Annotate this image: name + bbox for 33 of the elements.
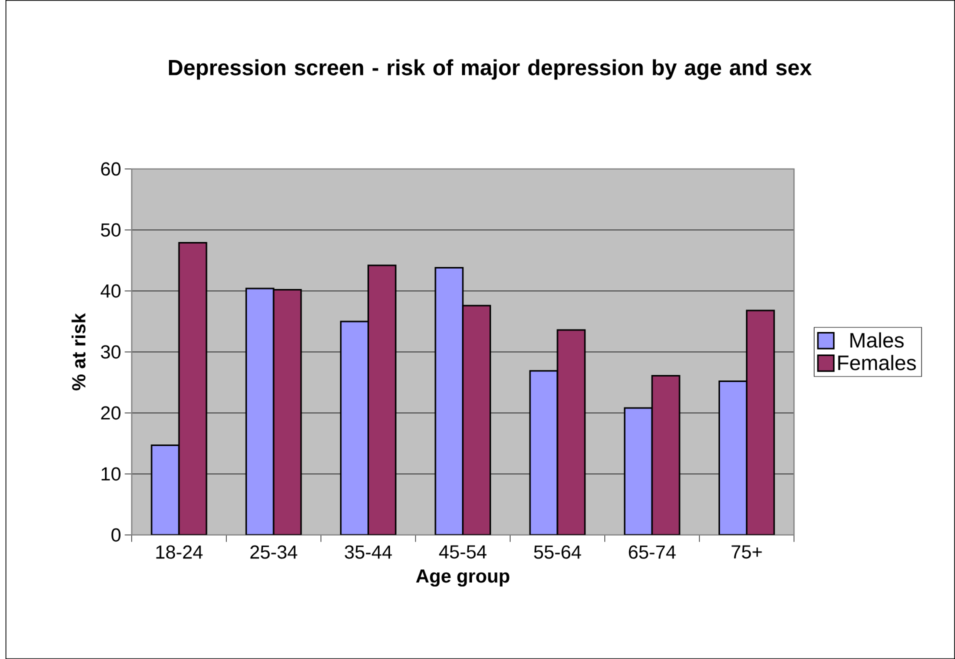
x-tick-label: 65-74 bbox=[628, 545, 676, 559]
bar bbox=[368, 264, 396, 535]
bar bbox=[746, 310, 775, 535]
x-tick-label: 35-44 bbox=[344, 545, 392, 559]
legend-label: Females bbox=[838, 354, 916, 370]
y-tick-label: 60 bbox=[101, 162, 121, 176]
chart-title: Depression screen - risk of major depression by age and sex bbox=[168, 59, 812, 80]
bar bbox=[340, 320, 369, 535]
x-tick-label: 45-54 bbox=[439, 545, 486, 559]
y-tick-label: 50 bbox=[100, 223, 121, 237]
y-tick-label: 20 bbox=[101, 406, 121, 420]
bar bbox=[651, 374, 680, 535]
x-tick-label: 55-64 bbox=[534, 545, 582, 559]
bar bbox=[245, 288, 274, 535]
y-tick-label: 30 bbox=[100, 345, 121, 359]
bar bbox=[624, 407, 653, 535]
y-axis-title: % at risk bbox=[72, 313, 86, 390]
bar bbox=[556, 329, 586, 535]
y-tick-label: 10 bbox=[102, 467, 121, 481]
legend-label: Males bbox=[850, 332, 904, 348]
x-tick-label: 25-34 bbox=[250, 545, 298, 559]
bar bbox=[178, 242, 208, 535]
x-axis-title: Age group bbox=[416, 569, 510, 586]
bar bbox=[272, 288, 302, 535]
bar bbox=[434, 266, 464, 535]
bar bbox=[529, 370, 558, 535]
x-tick-label: 18-24 bbox=[156, 545, 203, 559]
bar bbox=[718, 380, 748, 535]
y-tick-label: 0 bbox=[111, 528, 121, 542]
y-tick-label: 40 bbox=[100, 284, 121, 298]
x-tick-label: 75+ bbox=[732, 545, 762, 559]
bar bbox=[462, 304, 492, 535]
bar bbox=[150, 444, 180, 535]
